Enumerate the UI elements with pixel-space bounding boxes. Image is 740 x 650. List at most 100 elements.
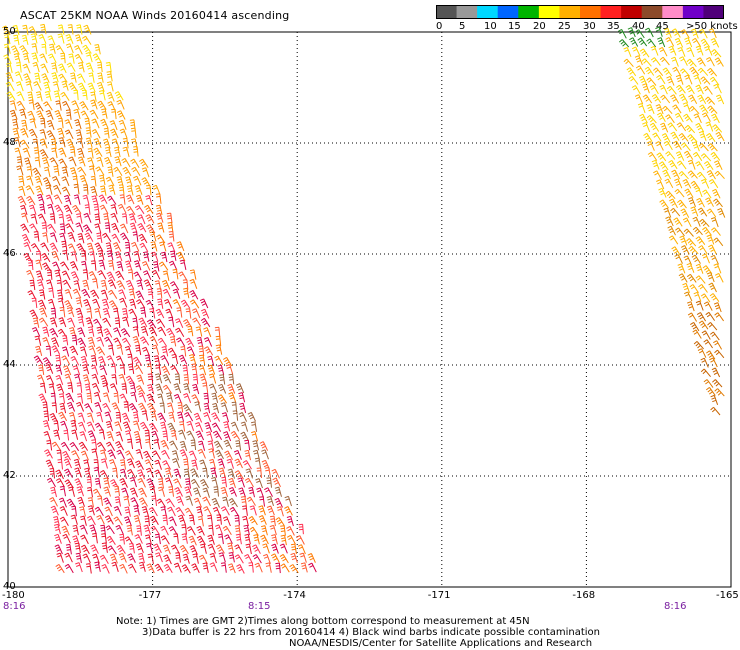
wind-barb	[702, 189, 712, 199]
wind-barb	[49, 497, 58, 507]
wind-barb	[86, 242, 95, 253]
wind-barb	[173, 468, 181, 479]
wind-barb	[244, 553, 253, 564]
wind-barb	[30, 33, 38, 44]
wind-barb	[152, 184, 161, 195]
wind-barb	[286, 515, 294, 527]
wind-barb	[190, 439, 197, 451]
wind-barb	[36, 250, 42, 262]
wind-barb	[180, 346, 187, 357]
wind-barb	[665, 37, 675, 47]
wind-barb	[42, 357, 53, 367]
wind-barb	[274, 486, 282, 497]
wind-barb	[97, 100, 107, 110]
wind-barb	[49, 232, 58, 243]
wind-barb	[118, 373, 127, 385]
wind-barb	[75, 307, 84, 318]
graticule-grid	[8, 32, 731, 587]
wind-barb	[150, 410, 158, 421]
wind-barb	[127, 438, 134, 450]
wind-barb	[676, 84, 686, 94]
wind-barb	[34, 335, 42, 346]
wind-barb	[649, 122, 660, 132]
wind-barb	[706, 132, 716, 143]
wind-barb	[160, 439, 170, 450]
wind-barb	[79, 506, 86, 517]
wind-barb	[695, 161, 705, 171]
wind-barb	[94, 213, 101, 224]
wind-barb	[674, 188, 685, 198]
wind-barb	[57, 328, 68, 338]
wind-barb	[703, 301, 713, 311]
wind-barb	[149, 515, 159, 526]
wind-barb	[21, 34, 29, 46]
wind-barb	[124, 516, 132, 527]
wind-barb	[32, 61, 40, 73]
wind-barb	[228, 373, 235, 385]
wind-barb	[115, 431, 124, 442]
wind-barb	[110, 204, 118, 215]
wind-barb	[76, 213, 83, 224]
wind-barb	[173, 383, 182, 394]
wind-barb	[77, 496, 85, 507]
wind-barb	[215, 544, 225, 554]
wind-barb	[42, 262, 52, 272]
wind-barb	[51, 250, 60, 261]
wind-barb	[709, 331, 720, 341]
wind-barb	[62, 334, 69, 346]
wind-barb	[72, 204, 82, 214]
wind-barb	[668, 235, 679, 245]
wind-barb	[139, 158, 149, 168]
wind-barb	[646, 141, 655, 151]
wind-barb	[710, 227, 721, 236]
wind-barb	[46, 130, 56, 140]
wind-barb	[102, 232, 112, 242]
wind-barb	[179, 259, 187, 271]
wind-barb	[96, 514, 105, 525]
wind-barb	[687, 197, 696, 207]
wind-barb	[82, 364, 90, 375]
wind-barb	[145, 214, 155, 224]
wind-barb	[91, 448, 98, 459]
wind-barb	[684, 124, 696, 134]
wind-barb	[138, 317, 148, 328]
wind-barb	[139, 336, 150, 346]
wind-barb	[110, 212, 119, 223]
wind-barb	[129, 222, 138, 233]
wind-barb	[118, 119, 127, 130]
wind-barb	[182, 364, 189, 376]
wind-barb	[14, 147, 22, 158]
wind-barb	[151, 450, 161, 460]
wind-barb	[37, 299, 47, 310]
wind-barb	[146, 224, 156, 234]
wind-barb	[109, 383, 119, 394]
wind-barb	[156, 288, 163, 299]
wind-barb	[280, 563, 290, 573]
wind-barb	[108, 300, 119, 310]
wind-barb	[61, 166, 69, 177]
wind-barb	[182, 553, 190, 564]
wind-barb	[14, 71, 23, 82]
wind-barb	[692, 329, 702, 339]
wind-barb	[74, 373, 82, 385]
wind-barb	[73, 194, 81, 205]
wind-barb	[118, 552, 127, 563]
wind-barb	[695, 263, 704, 274]
wind-barb	[280, 525, 286, 536]
wind-barb	[70, 251, 78, 262]
wind-barb	[132, 411, 140, 422]
wind-barb	[715, 131, 725, 142]
wind-barb	[627, 27, 636, 38]
wind-barb	[70, 72, 77, 83]
wind-barb	[307, 553, 316, 563]
wind-barb	[683, 113, 693, 123]
wind-barb	[193, 412, 203, 423]
wind-barb	[127, 563, 137, 574]
wind-barb	[698, 28, 708, 39]
wind-barb	[688, 245, 699, 255]
wind-barb	[203, 327, 212, 338]
wind-barb	[128, 402, 139, 413]
wind-barb	[127, 269, 134, 280]
wind-barb	[154, 459, 162, 470]
wind-barb	[46, 440, 53, 451]
